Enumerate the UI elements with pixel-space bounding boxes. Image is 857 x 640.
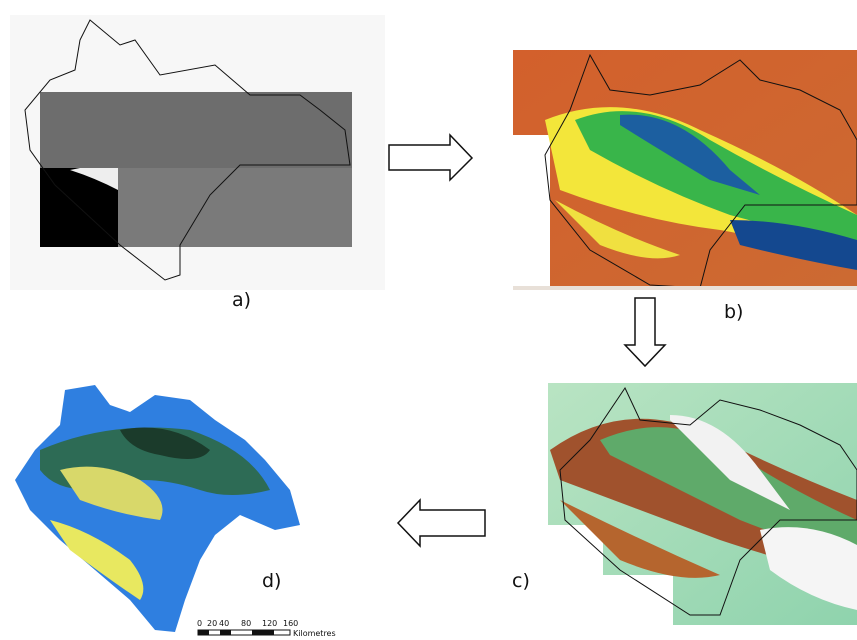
- scale-label: 120: [262, 619, 277, 628]
- figure: a) b) c) d): [0, 0, 857, 640]
- scale-bar: 0 20 40 80 120 160 Kilometres: [197, 619, 336, 638]
- scale-label: 160: [283, 619, 298, 628]
- blank-area: [603, 575, 673, 625]
- panel-label: d): [262, 570, 281, 592]
- scale-label: 40: [219, 619, 229, 628]
- scale-bar-frame: [198, 630, 290, 635]
- arrow-right: [389, 135, 472, 180]
- scale-bar-segment: [198, 630, 209, 635]
- panel-b: b): [513, 50, 857, 323]
- panel-label: a): [232, 289, 251, 311]
- scale-label: 20: [207, 619, 217, 628]
- panel-label: c): [512, 570, 530, 592]
- blank-area: [513, 135, 550, 288]
- blank-area: [548, 525, 603, 625]
- scale-label: 80: [241, 619, 251, 628]
- panel-c: c): [512, 383, 857, 625]
- edge: [513, 286, 857, 290]
- arrow-down: [625, 298, 665, 366]
- satellite-tile: [118, 168, 352, 247]
- panel-a: a): [10, 15, 385, 311]
- scale-label: 0: [197, 619, 202, 628]
- arrow-left: [398, 500, 485, 546]
- panel-d: d): [15, 385, 300, 632]
- scale-bar-segment: [220, 630, 231, 635]
- scale-bar-segment: [252, 630, 274, 635]
- panel-label: b): [724, 301, 743, 323]
- scale-unit: Kilometres: [293, 629, 336, 638]
